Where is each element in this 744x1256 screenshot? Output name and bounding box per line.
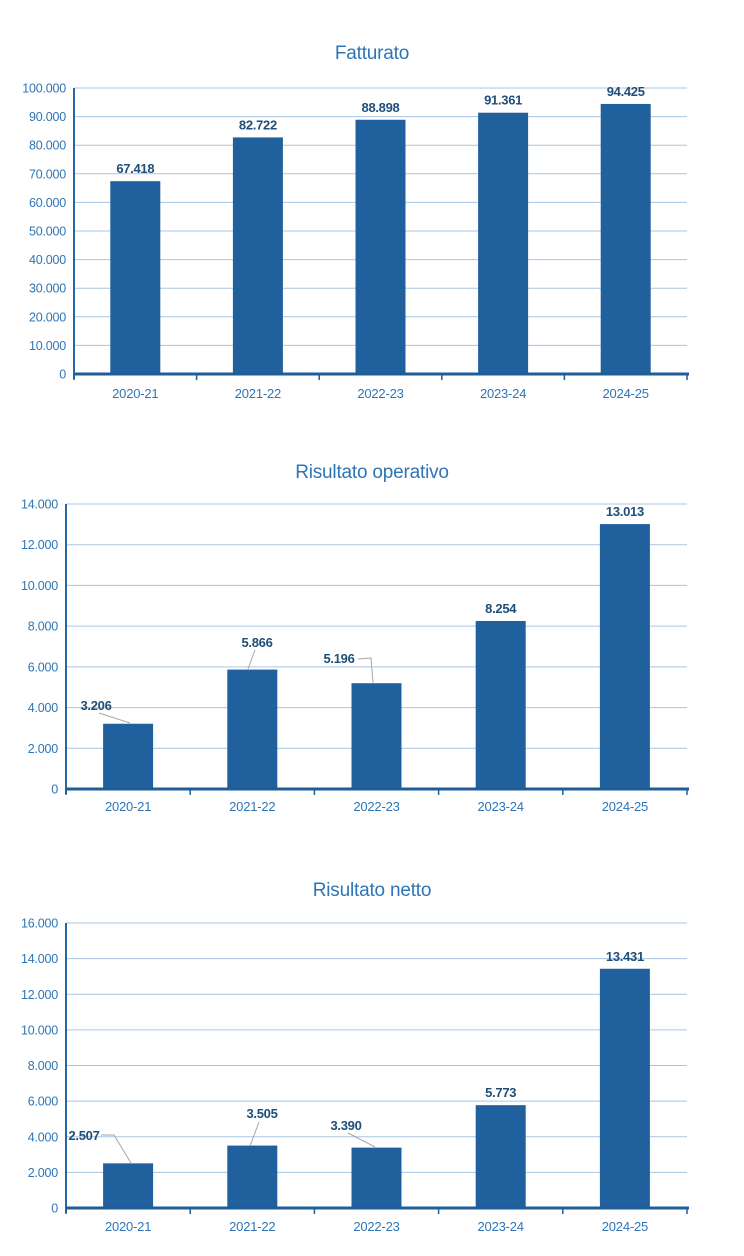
x-category-label: 2020-21 xyxy=(105,1219,151,1234)
bar-2021-22 xyxy=(227,1145,278,1208)
leader-line xyxy=(249,1121,260,1147)
bar-2023-24 xyxy=(475,1105,526,1208)
data-label-2020-21: 3.206 xyxy=(80,698,111,713)
data-label-2024-25: 13.431 xyxy=(606,949,644,964)
x-category-label: 2021-22 xyxy=(229,1219,275,1234)
data-label-2022-23: 3.390 xyxy=(330,1118,361,1133)
y-tick-label: 40.000 xyxy=(29,253,66,267)
bar-2023-24 xyxy=(478,112,529,374)
y-tick-label: 70.000 xyxy=(29,167,66,181)
data-label-2021-22: 5.866 xyxy=(241,635,272,650)
y-tick-label: 0 xyxy=(51,1202,58,1216)
y-tick-label: 30.000 xyxy=(29,282,66,296)
bar-2024-25 xyxy=(600,103,651,374)
y-tick-label: 10.000 xyxy=(21,1023,58,1037)
data-label-2023-24: 91.361 xyxy=(484,93,522,108)
bar-2020-21 xyxy=(103,723,154,789)
data-label-2024-25: 13.013 xyxy=(606,504,644,519)
x-category-label: 2022-23 xyxy=(353,799,399,814)
data-label-2021-22: 3.505 xyxy=(246,1106,277,1121)
y-tick-label: 0 xyxy=(51,783,58,797)
y-tick-label: 50.000 xyxy=(29,225,66,239)
bar-2022-23 xyxy=(351,683,402,789)
leader-line xyxy=(347,1132,376,1148)
y-tick-label: 2.000 xyxy=(28,1166,59,1180)
y-tick-label: 0 xyxy=(59,368,66,382)
x-category-label: 2020-21 xyxy=(112,386,158,401)
leader-line xyxy=(247,649,256,670)
bar-2024-25 xyxy=(599,524,650,789)
x-category-label: 2022-23 xyxy=(357,386,403,401)
x-category-label: 2022-23 xyxy=(353,1219,399,1234)
y-tick-label: 20.000 xyxy=(29,310,66,324)
bar-2020-21 xyxy=(103,1163,154,1208)
chart-title-risultato-operativo: Risultato operativo xyxy=(295,462,449,483)
data-label-2023-24: 5.773 xyxy=(485,1085,516,1100)
chart-title-fatturato: Fatturato xyxy=(334,43,410,64)
bar-2021-22 xyxy=(227,669,278,789)
x-category-label: 2023-24 xyxy=(480,386,526,401)
chart-title-risultato-netto: Risultato netto xyxy=(312,880,432,901)
data-label-2022-23: 88.898 xyxy=(362,100,400,115)
leader-line xyxy=(357,657,374,684)
y-tick-label: 2.000 xyxy=(28,742,59,756)
data-label-2022-23: 5.196 xyxy=(323,651,354,666)
x-category-label: 2023-24 xyxy=(478,799,524,814)
x-category-label: 2024-25 xyxy=(602,799,648,814)
y-tick-label: 100.000 xyxy=(22,82,66,96)
leader-line xyxy=(98,712,131,724)
bar-2023-24 xyxy=(475,620,526,789)
y-tick-label: 14.000 xyxy=(21,952,58,966)
y-tick-label: 8.000 xyxy=(28,1059,59,1073)
x-category-label: 2023-24 xyxy=(478,1219,524,1234)
y-tick-label: 10.000 xyxy=(21,579,58,593)
bar-2024-25 xyxy=(599,968,650,1208)
y-tick-label: 4.000 xyxy=(28,1130,59,1144)
y-tick-label: 16.000 xyxy=(21,917,58,931)
data-label-2021-22: 82.722 xyxy=(239,117,277,132)
x-category-label: 2020-21 xyxy=(105,799,151,814)
bar-2022-23 xyxy=(355,119,406,375)
leader-line xyxy=(101,1134,132,1164)
y-tick-label: 60.000 xyxy=(29,196,66,210)
x-category-label: 2024-25 xyxy=(603,386,649,401)
y-tick-label: 12.000 xyxy=(21,988,58,1002)
y-tick-label: 4.000 xyxy=(28,701,59,715)
y-tick-label: 10.000 xyxy=(29,339,66,353)
x-category-label: 2021-22 xyxy=(235,386,281,401)
y-tick-label: 8.000 xyxy=(28,620,59,634)
bar-2022-23 xyxy=(351,1147,402,1208)
y-tick-label: 14.000 xyxy=(21,498,58,512)
x-category-label: 2024-25 xyxy=(602,1219,648,1234)
y-tick-label: 80.000 xyxy=(29,139,66,153)
bar-2021-22 xyxy=(232,137,283,374)
x-category-label: 2021-22 xyxy=(229,799,275,814)
data-label-2023-24: 8.254 xyxy=(485,601,517,616)
y-tick-label: 12.000 xyxy=(21,538,58,552)
bar-2020-21 xyxy=(110,181,161,374)
data-label-2020-21: 67.418 xyxy=(116,161,154,176)
data-label-2020-21: 2.507 xyxy=(68,1128,99,1143)
y-tick-label: 6.000 xyxy=(28,660,59,674)
data-label-2024-25: 94.425 xyxy=(607,84,645,99)
y-tick-label: 6.000 xyxy=(28,1095,59,1109)
y-tick-label: 90.000 xyxy=(29,110,66,124)
